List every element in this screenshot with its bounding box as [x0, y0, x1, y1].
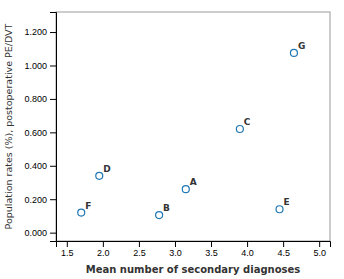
tick: 1.200	[24, 27, 56, 37]
tick-label: 0.800	[24, 94, 47, 104]
tick-label: 1.000	[24, 61, 47, 71]
tick-label: 0.600	[24, 128, 47, 138]
tick: 0.400	[24, 161, 56, 171]
plot-frame	[56, 12, 330, 241]
tick-mark	[103, 241, 104, 247]
point	[236, 126, 243, 133]
tick: 2.5	[133, 241, 146, 258]
tick: 0.800	[24, 94, 56, 104]
point-label: C	[244, 117, 251, 127]
tick-mark	[283, 241, 284, 247]
tick-mark	[319, 241, 320, 247]
point-label: A	[190, 177, 197, 187]
tick-label: 2.0	[97, 248, 110, 258]
tick-label: 1.200	[24, 27, 47, 37]
point-label: E	[284, 197, 290, 207]
tick-mark	[50, 99, 56, 100]
tick-label: 0.000	[24, 228, 47, 238]
point	[96, 172, 103, 179]
tick: 5.0	[313, 241, 326, 258]
tick: 2.0	[97, 241, 110, 258]
tick: 1.5	[61, 241, 74, 258]
tick-label: 3.5	[205, 248, 218, 258]
tick-label: 4.0	[241, 248, 254, 258]
tick: 1.000	[24, 61, 56, 71]
tick-label: 2.5	[133, 248, 146, 258]
tick-mark	[67, 241, 68, 247]
tick-mark	[50, 32, 56, 33]
tick-mark	[50, 65, 56, 66]
tick-mark	[247, 241, 248, 247]
axis-line	[50, 13, 57, 242]
plot: 1.52.02.53.03.54.04.55.00.0000.2000.4000…	[24, 12, 330, 258]
tick-mark	[50, 233, 56, 234]
point-label: G	[298, 41, 305, 51]
tick: 0.200	[24, 195, 56, 205]
points	[78, 49, 298, 218]
point-label: F	[85, 201, 91, 211]
chart: 1.52.02.53.03.54.04.55.00.0000.2000.4000…	[0, 0, 344, 279]
y-axis-title: Population rates (%), postoperative PE/D…	[3, 23, 14, 229]
x-axis-title: Mean number of secondary diagnoses	[86, 264, 301, 275]
tick: 4.5	[277, 241, 290, 258]
tick: 4.0	[241, 241, 254, 258]
y-axis: 0.000 0.200 0.400 0.600 0.800 1.000 1.200	[24, 13, 56, 242]
tick-label: 4.5	[277, 248, 290, 258]
tick: 0.000	[24, 228, 56, 238]
point-labels: F D B A C E G	[85, 41, 305, 213]
tick-label: 0.400	[24, 161, 47, 171]
point-label: B	[163, 203, 170, 213]
point	[156, 212, 163, 219]
tick-mark	[139, 241, 140, 247]
tick-label: 1.5	[61, 248, 74, 258]
tick-mark	[50, 199, 56, 200]
tick-mark	[175, 241, 176, 247]
tick-mark	[211, 241, 212, 247]
point-label: D	[103, 164, 110, 174]
point	[276, 206, 283, 213]
axis-line	[57, 242, 331, 248]
tick: 3.0	[169, 241, 182, 258]
x-axis: 1.5 2.0 2.5 3.0 3.5 4.0 4.5 5.0	[57, 241, 331, 258]
tick-label: 0.200	[24, 195, 47, 205]
point	[78, 209, 85, 216]
tick-mark	[50, 166, 56, 167]
tick-label: 5.0	[313, 248, 326, 258]
point	[182, 186, 189, 193]
tick-mark	[50, 132, 56, 133]
tick: 3.5	[205, 241, 218, 258]
point	[290, 49, 297, 56]
tick-label: 3.0	[169, 248, 182, 258]
tick: 0.600	[24, 128, 56, 138]
